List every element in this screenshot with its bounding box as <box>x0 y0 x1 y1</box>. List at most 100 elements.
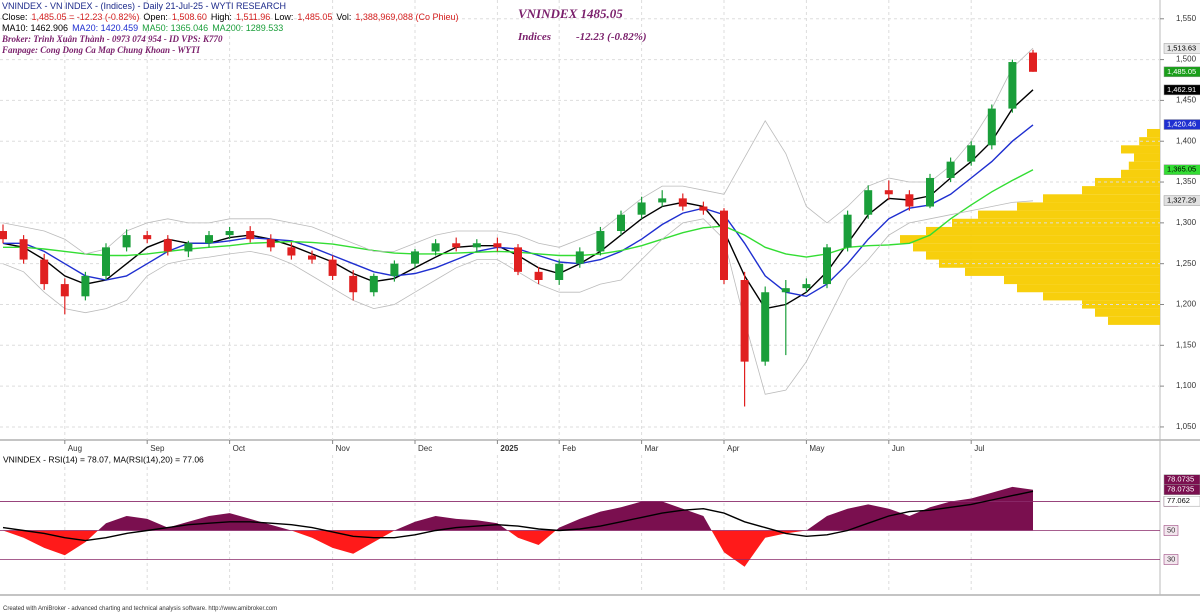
chart-header: VNINDEX - VN INDEX - (Indices) - Daily 2… <box>2 1 462 56</box>
x-tick-label: May <box>809 444 824 453</box>
header-text: 1,511.96 <box>235 12 271 22</box>
candle-body <box>761 292 770 362</box>
overlay-subtitle: Indices <box>518 31 551 43</box>
x-tick-label: Dec <box>418 444 432 453</box>
candle-body <box>637 202 646 215</box>
candle-body <box>184 243 193 252</box>
x-tick-label: Mar <box>645 444 659 453</box>
volume-profile-bar <box>1004 275 1160 285</box>
indicator-line <box>3 169 1034 258</box>
overlay-title: VNINDEX 1485.05 <box>518 6 623 21</box>
candle-body <box>308 255 316 260</box>
header-text: MA50: 1365.046 <box>142 23 209 33</box>
price-tag <box>1163 164 1200 176</box>
candle-body <box>163 239 172 252</box>
x-tick-label: Nov <box>336 444 350 453</box>
candle-body <box>843 214 852 248</box>
candle-body <box>658 198 667 203</box>
price-tag <box>1163 66 1200 78</box>
x-tick-label: Feb <box>562 444 576 453</box>
candle-body <box>81 275 90 297</box>
volume-profile-bar <box>1121 145 1160 154</box>
volume-profile-bar <box>1082 186 1160 195</box>
rsi-level-box <box>1163 554 1179 565</box>
candle-body <box>102 247 110 276</box>
candle-body <box>369 275 378 293</box>
price-tag-label: 1,420.46 <box>1167 120 1196 129</box>
candle-body <box>0 231 7 240</box>
y-tick-label: 1,500 <box>1176 55 1197 64</box>
volume-profile-bar <box>1043 194 1160 203</box>
price-tag-label: 1,327.29 <box>1167 196 1196 205</box>
price-tag-label: 1,462.91 <box>1167 85 1196 94</box>
header-text: MA10: 1462.906 <box>2 23 69 33</box>
candle-body <box>143 235 152 240</box>
volume-profile-bar <box>1108 316 1160 325</box>
x-tick-label: Sep <box>150 444 165 453</box>
header-text: MA20: 1420.459 <box>72 23 139 33</box>
candle-body <box>575 251 584 264</box>
candle-body <box>617 214 625 232</box>
x-tick-label: 2025 <box>500 444 518 453</box>
candle-body <box>411 251 419 264</box>
volume-profile-bar <box>1134 153 1160 162</box>
candle-body <box>946 161 955 178</box>
header-text: Fanpage: Cong Dong Ca Map Chung Khoan - … <box>2 45 200 55</box>
overlay-change: -12.23 (-0.82%) <box>576 31 647 43</box>
candle-body <box>493 243 502 248</box>
candle-body <box>1029 52 1037 72</box>
volume-profile-bar <box>900 235 1160 244</box>
candle-body <box>225 231 234 236</box>
y-tick-label: 1,350 <box>1176 177 1197 186</box>
volume-profile-bar <box>1128 161 1160 170</box>
header-text: High: <box>210 12 232 22</box>
x-tick-label: Jun <box>892 444 905 453</box>
x-tick-label: Jul <box>974 444 984 453</box>
header-text: Close: <box>2 12 28 22</box>
candle-body <box>472 243 481 248</box>
candle-body <box>266 239 275 248</box>
volume-profile-bar <box>1043 292 1160 301</box>
volume-profile-bar <box>1095 308 1160 317</box>
candle-body <box>60 284 69 297</box>
rsi-tag-label: 78.0735 <box>1167 485 1194 494</box>
header-text: Broker: Trinh Xuân Thành - 0973 074 954 … <box>2 34 223 44</box>
header-line: Fanpage: Cong Dong Ca Map Chung Khoan - … <box>2 45 462 56</box>
volume-profile-bar <box>978 210 1160 219</box>
rsi-tag-label: 78.0735 <box>1167 475 1194 484</box>
rsi-area-above <box>98 486 1033 531</box>
header-text: 1,508.60 <box>171 12 207 22</box>
y-tick-label: 1,200 <box>1176 300 1197 309</box>
candle-body <box>823 247 831 285</box>
candle-body <box>926 177 934 207</box>
x-tick-label: Apr <box>727 444 740 453</box>
rsi-tag <box>1163 495 1200 507</box>
candle-body <box>802 284 811 289</box>
y-tick-label: 1,450 <box>1176 96 1197 105</box>
candle-body <box>205 235 213 244</box>
volume-profile-bar <box>939 259 1160 268</box>
header-text: 1,485.05 = -12.23 (-0.82%) <box>31 12 140 22</box>
header-text: VNINDEX - VN INDEX - (Indices) - Daily 2… <box>2 1 287 11</box>
price-tag <box>1163 119 1200 130</box>
candle-body <box>864 190 873 215</box>
price-tag <box>1163 43 1200 54</box>
candle-body <box>987 108 996 146</box>
panel-title: VNINDEX - RSI(14) = 78.07, MA(RSI(14),20… <box>3 454 204 464</box>
x-tick-label: Aug <box>68 444 82 453</box>
header-text: Vol: <box>336 12 352 22</box>
candle-body <box>40 259 49 285</box>
volume-profile-bar <box>913 243 1160 252</box>
candle-body <box>781 288 790 293</box>
price-tag <box>1163 195 1200 206</box>
rsi-tag-label: 77.062 <box>1167 496 1190 505</box>
header-text: Open: <box>143 12 168 22</box>
header-text: Low: <box>274 12 294 22</box>
footer: Created with AmiBroker - advanced charti… <box>3 606 278 612</box>
candle-body <box>884 190 893 195</box>
volume-profile-bar <box>1017 284 1160 293</box>
candle-body <box>534 271 543 280</box>
header-text: 1,485.05 <box>297 12 333 22</box>
